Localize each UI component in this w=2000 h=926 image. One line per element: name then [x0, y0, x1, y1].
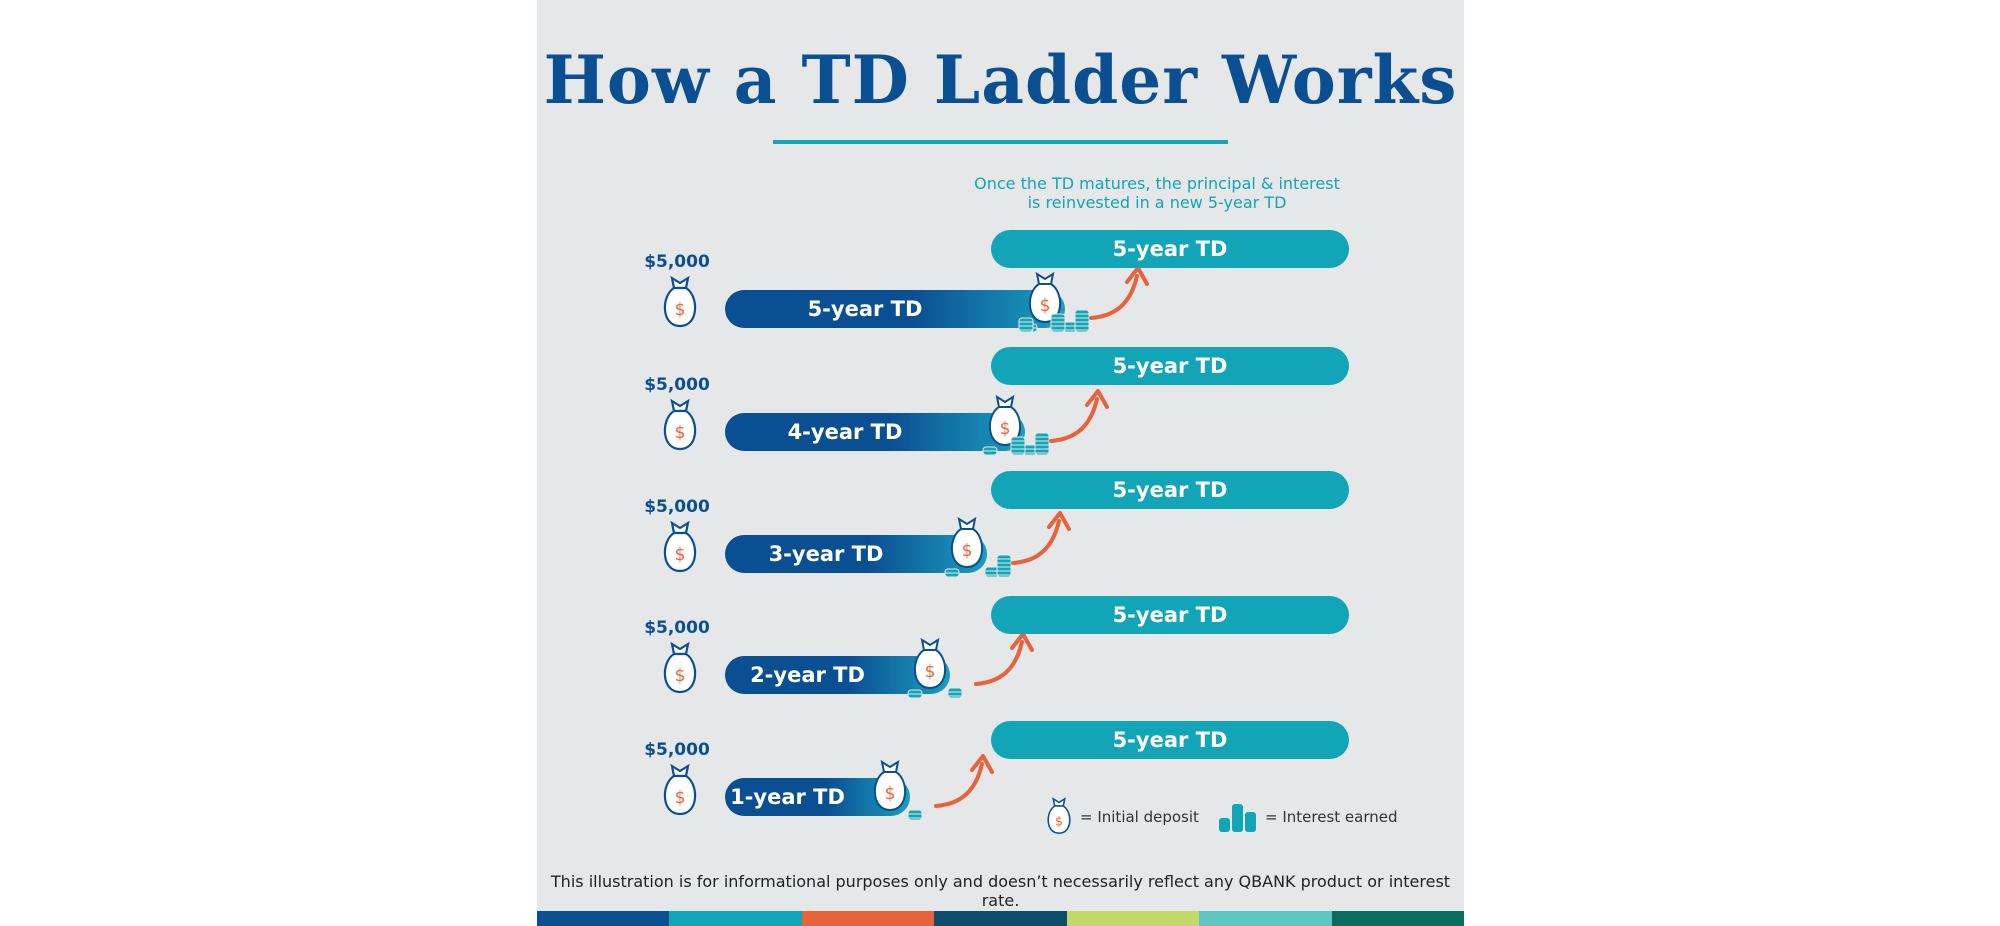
reinvest-note: Once the TD matures, the principal & int… — [974, 174, 1340, 212]
term-bar: 2-year TD — [725, 656, 950, 694]
svg-text:$: $ — [925, 662, 936, 682]
deposit-amount: $5,000 — [644, 740, 710, 760]
curved-arrow-icon — [974, 632, 1034, 686]
svg-text:$: $ — [675, 788, 686, 808]
reinvest-td-bar: 5-year TD — [991, 721, 1349, 759]
stripe-segment — [1199, 911, 1332, 926]
term-bar: 5-year TD — [725, 290, 1065, 328]
legend-interest-label: = Interest earned — [1265, 808, 1398, 826]
term-bar-label: 2-year TD — [750, 663, 865, 687]
stripe-segment — [669, 911, 802, 926]
money-bag-with-coins-icon: $ — [1018, 271, 1090, 333]
curved-arrow-icon — [1049, 389, 1109, 443]
reinvest-td-bar: 5-year TD — [991, 230, 1349, 268]
curved-arrow-icon — [934, 754, 994, 808]
deposit-amount: $5,000 — [644, 618, 710, 638]
infographic-panel: How a TD Ladder Works Once the TD mature… — [537, 0, 1464, 926]
coin-stack-icon — [1219, 804, 1256, 832]
svg-text:$: $ — [962, 541, 973, 561]
deposit-amount: $5,000 — [644, 252, 710, 272]
svg-text:$: $ — [675, 666, 686, 686]
term-bar-label: 3-year TD — [768, 542, 884, 566]
ladder-row: $5,000 $2-year TD $ — [537, 618, 1464, 728]
ladder-row: $5,000 $3-year TD $ — [537, 497, 1464, 607]
term-bar-label: 5-year TD — [807, 297, 923, 321]
disclaimer: This illustration is for informational p… — [550, 872, 1451, 910]
money-bag-icon: $ — [1047, 797, 1071, 834]
svg-text:$: $ — [675, 423, 686, 443]
term-bar-label: 1-year TD — [730, 785, 845, 809]
svg-text:$: $ — [1055, 814, 1063, 828]
title-divider — [773, 140, 1228, 144]
ladder-row: $5,000 $1-year TD $ — [537, 740, 1464, 850]
term-bar: 3-year TD — [725, 535, 987, 573]
money-bag-icon: $ — [663, 641, 697, 694]
svg-text:$: $ — [1000, 419, 1011, 439]
money-bag-with-coins-icon: $ — [907, 637, 963, 699]
deposit-amount: $5,000 — [644, 497, 710, 517]
money-bag-icon: $ — [663, 763, 697, 816]
ladder-row: $5,000 $4-year TD $ — [537, 375, 1464, 485]
svg-text:$: $ — [885, 784, 896, 804]
stripe-segment — [1331, 911, 1464, 926]
reinvest-td-bar: 5-year TD — [991, 596, 1349, 634]
page-title: How a TD Ladder Works — [543, 41, 1458, 119]
curved-arrow-icon — [1011, 511, 1071, 565]
ladder-row: $5,000 $5-year TD $ — [537, 252, 1464, 362]
stripe-segment — [801, 911, 935, 926]
money-bag-icon: $ — [663, 520, 697, 573]
stripe-segment — [1066, 911, 1200, 926]
term-bar-label: 4-year TD — [787, 420, 903, 444]
term-bar: 4-year TD — [725, 413, 1025, 451]
reinvest-td-bar: 5-year TD — [991, 471, 1349, 509]
deposit-amount: $5,000 — [644, 375, 710, 395]
svg-text:$: $ — [675, 300, 686, 320]
svg-text:$: $ — [675, 545, 686, 565]
money-bag-icon: $ — [663, 275, 697, 328]
svg-text:$: $ — [1040, 296, 1051, 316]
legend-deposit-label: = Initial deposit — [1080, 808, 1199, 826]
money-bag-with-coins-icon: $ — [944, 516, 1012, 578]
money-bag-with-coins-icon: $ — [873, 759, 923, 821]
stripe-segment — [537, 911, 670, 926]
money-bag-icon: $ — [663, 398, 697, 451]
legend: $ = Initial deposit = Interest earned — [1042, 796, 1422, 836]
footer-color-stripe — [537, 911, 1464, 926]
money-bag-with-coins-icon: $ — [982, 394, 1050, 456]
stripe-segment — [934, 911, 1067, 926]
reinvest-td-bar: 5-year TD — [991, 347, 1349, 385]
curved-arrow-icon — [1089, 266, 1149, 320]
